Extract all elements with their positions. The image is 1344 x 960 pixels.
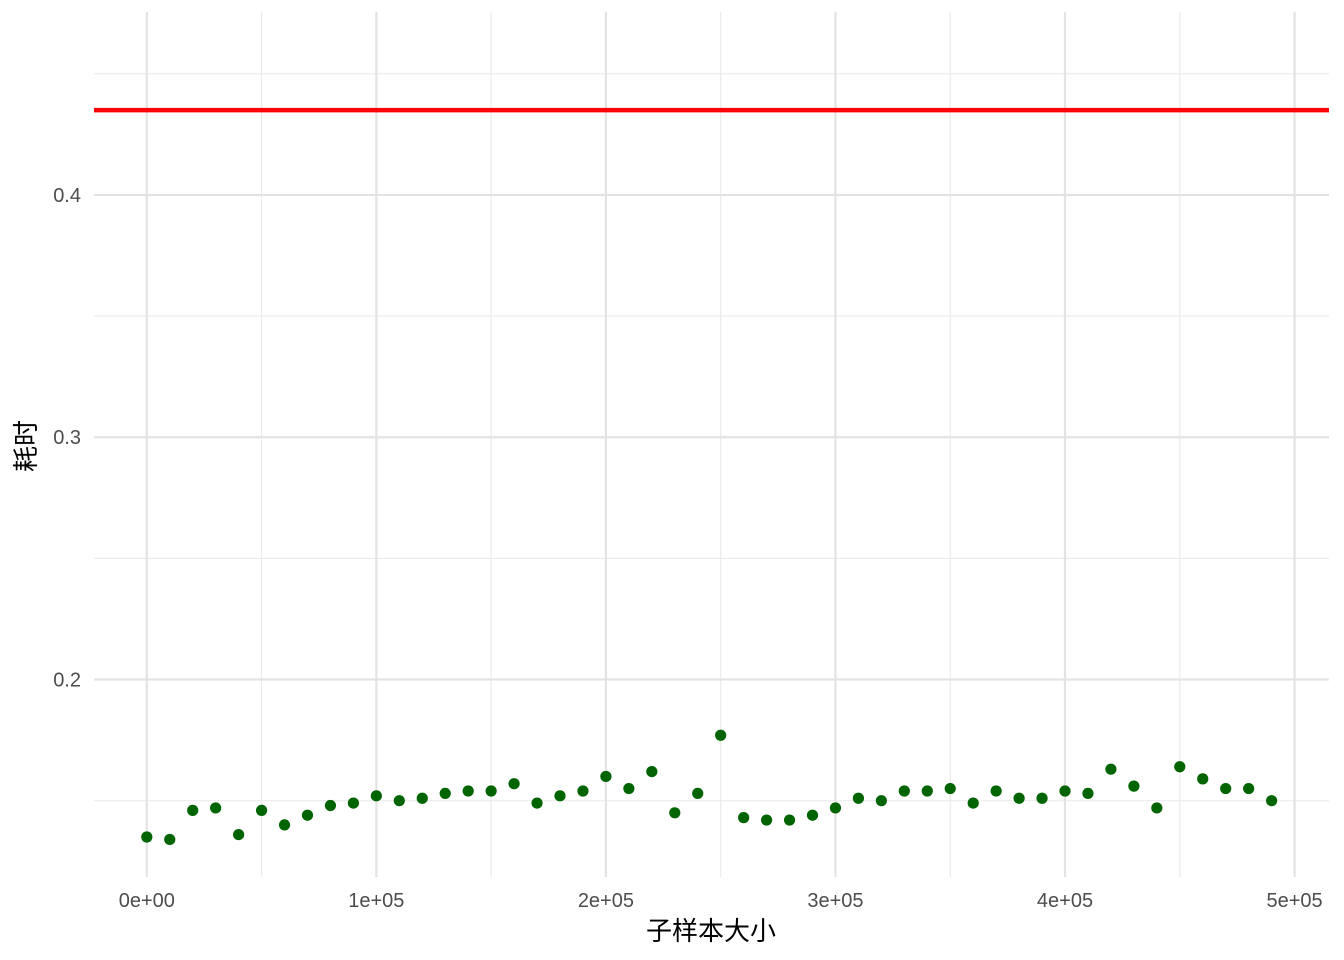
x-tick-label: 4e+05 <box>1037 890 1093 912</box>
x-axis-title: 子样本大小 <box>646 917 776 947</box>
x-tick-label: 5e+05 <box>1266 890 1322 912</box>
x-tick-label: 1e+05 <box>348 890 404 912</box>
y-tick-label: 0.4 <box>53 185 81 207</box>
data-point <box>715 729 727 741</box>
data-point <box>462 785 474 797</box>
y-axis-title: 耗时 <box>12 420 42 472</box>
data-point <box>738 812 750 824</box>
minor-gridlines <box>94 12 1329 877</box>
x-tick-label: 3e+05 <box>807 890 863 912</box>
data-point <box>1059 785 1071 797</box>
data-point <box>1036 792 1048 804</box>
data-point <box>508 778 520 790</box>
data-point <box>278 819 291 831</box>
data-point <box>347 797 359 809</box>
data-point <box>1243 782 1255 795</box>
data-point <box>852 792 865 804</box>
data-point <box>692 787 704 800</box>
x-axis-tick-labels: 0e+00 1e+05 2e+05 3e+05 4e+05 5e+05 <box>119 890 1323 912</box>
data-point <box>600 770 612 783</box>
data-point <box>554 790 566 802</box>
data-point <box>370 790 382 802</box>
data-point <box>1013 792 1025 804</box>
data-point <box>783 814 796 826</box>
major-gridlines <box>94 12 1329 877</box>
data-point <box>187 804 199 816</box>
data-point <box>393 795 405 807</box>
data-point <box>439 787 451 800</box>
y-tick-label: 0.3 <box>53 427 81 449</box>
x-tick-label: 2e+05 <box>578 890 634 912</box>
data-point <box>233 828 245 841</box>
x-tick-label: 0e+00 <box>119 890 175 912</box>
data-point <box>301 809 314 821</box>
data-point <box>1151 802 1163 814</box>
data-point <box>829 802 842 814</box>
y-axis-tick-labels: 0.2 0.3 0.4 <box>53 185 81 692</box>
data-point <box>485 785 497 797</box>
data-point <box>577 785 589 797</box>
data-point <box>324 799 337 812</box>
data-point <box>141 831 153 843</box>
y-tick-label: 0.2 <box>53 670 81 692</box>
data-point <box>646 766 658 778</box>
data-point <box>875 795 887 807</box>
data-point <box>1266 795 1278 807</box>
data-point <box>967 797 979 809</box>
data-point <box>416 792 428 804</box>
data-point <box>1128 780 1140 792</box>
data-point <box>921 785 933 797</box>
data-point <box>669 807 681 819</box>
data-point <box>1174 761 1186 773</box>
data-point <box>1197 773 1209 785</box>
data-point <box>210 802 222 814</box>
data-point <box>806 809 819 821</box>
data-point <box>944 782 956 795</box>
data-point <box>1220 782 1232 795</box>
data-point <box>531 797 543 809</box>
data-point <box>255 804 268 816</box>
data-point <box>760 814 773 826</box>
data-point <box>898 785 910 797</box>
data-points <box>141 729 1278 846</box>
data-point <box>1105 763 1117 775</box>
data-point <box>990 785 1002 797</box>
data-point <box>623 782 635 795</box>
data-point <box>164 833 176 846</box>
data-point <box>1082 787 1094 800</box>
